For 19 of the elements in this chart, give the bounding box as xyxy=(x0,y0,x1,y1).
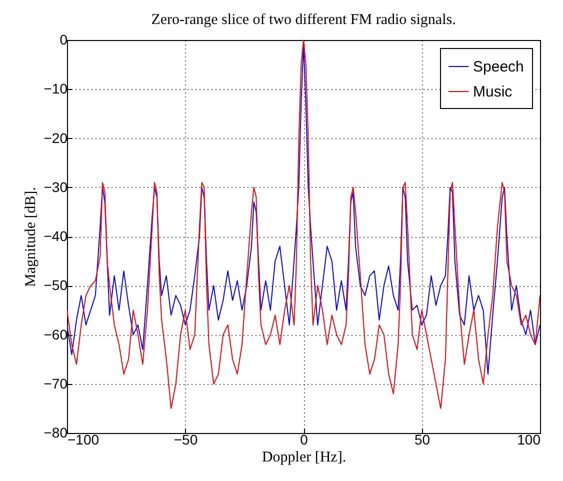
legend-label: Music xyxy=(473,84,513,100)
y-tick-label: −80 xyxy=(44,424,68,440)
y-tick-label: −20 xyxy=(44,130,68,146)
y-tick-label: −30 xyxy=(44,178,68,195)
y-tick-label: −50 xyxy=(44,277,68,294)
y-tick-label: −70 xyxy=(44,375,68,392)
y-tick-label: −10 xyxy=(44,80,68,97)
x-tick-label: −50 xyxy=(174,432,198,448)
x-tick-label: 50 xyxy=(414,432,430,448)
y-tick-label: −60 xyxy=(44,326,68,342)
x-tick-label: 0 xyxy=(300,432,308,448)
chart-title: Zero-range slice of two different FM radio signals. xyxy=(151,12,456,28)
x-axis-title: Doppler [Hz]. xyxy=(262,450,346,466)
legend-label: Speech xyxy=(473,58,524,76)
x-tick-label: 100 xyxy=(517,432,541,448)
y-tick-label: 0 xyxy=(60,32,68,48)
x-tick-label: −100 xyxy=(68,432,100,448)
y-tick-label: −40 xyxy=(44,228,68,244)
y-axis-title: Magnitude [dB]. xyxy=(22,187,39,287)
